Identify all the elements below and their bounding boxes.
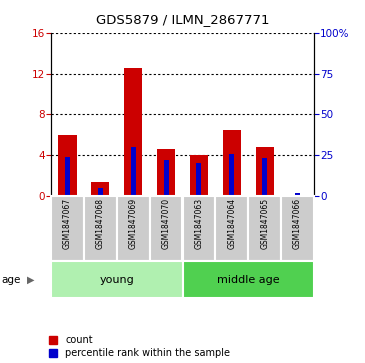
Text: young: young bbox=[99, 274, 134, 285]
Text: GSM1847064: GSM1847064 bbox=[227, 198, 236, 249]
Bar bbox=[150, 196, 182, 261]
Bar bbox=[51, 196, 84, 261]
Bar bbox=[229, 154, 234, 196]
Bar bbox=[51, 261, 182, 298]
Legend: count, percentile rank within the sample: count, percentile rank within the sample bbox=[49, 335, 230, 358]
Bar bbox=[91, 182, 110, 196]
Text: GSM1847066: GSM1847066 bbox=[293, 198, 302, 249]
Bar bbox=[215, 196, 248, 261]
Bar bbox=[182, 196, 215, 261]
Bar bbox=[65, 157, 70, 196]
Text: GSM1847068: GSM1847068 bbox=[96, 198, 105, 249]
Bar bbox=[255, 147, 274, 196]
Text: GSM1847065: GSM1847065 bbox=[260, 198, 269, 249]
Text: GSM1847070: GSM1847070 bbox=[162, 198, 170, 249]
Bar bbox=[190, 155, 208, 196]
Text: age: age bbox=[2, 274, 21, 285]
Bar bbox=[157, 149, 175, 196]
Bar bbox=[84, 196, 117, 261]
Bar bbox=[295, 193, 300, 196]
Text: ▶: ▶ bbox=[27, 274, 35, 285]
Bar bbox=[98, 188, 103, 196]
Bar bbox=[164, 160, 169, 196]
Bar bbox=[248, 196, 281, 261]
Bar bbox=[58, 135, 77, 196]
Text: GDS5879 / ILMN_2867771: GDS5879 / ILMN_2867771 bbox=[96, 13, 269, 26]
Text: GSM1847063: GSM1847063 bbox=[195, 198, 203, 249]
Text: GSM1847067: GSM1847067 bbox=[63, 198, 72, 249]
Bar bbox=[262, 158, 267, 196]
Text: GSM1847069: GSM1847069 bbox=[129, 198, 138, 249]
Bar bbox=[131, 147, 136, 196]
Bar bbox=[288, 195, 307, 196]
Bar bbox=[196, 163, 201, 196]
Bar bbox=[124, 68, 142, 196]
Bar bbox=[182, 261, 314, 298]
Bar bbox=[117, 196, 150, 261]
Text: middle age: middle age bbox=[217, 274, 280, 285]
Bar bbox=[223, 130, 241, 196]
Bar bbox=[281, 196, 314, 261]
